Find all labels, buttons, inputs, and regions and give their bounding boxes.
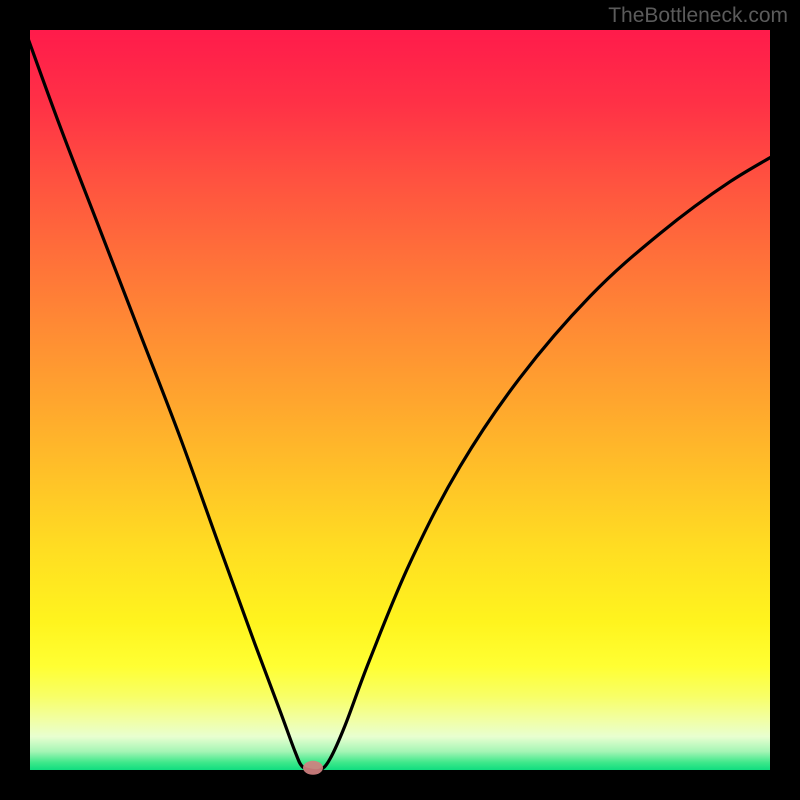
- optimal-point-marker: [303, 761, 323, 775]
- plot-background: [30, 30, 770, 770]
- watermark-text: TheBottleneck.com: [608, 4, 788, 28]
- bottleneck-chart: [0, 0, 800, 800]
- chart-container: TheBottleneck.com: [0, 0, 800, 800]
